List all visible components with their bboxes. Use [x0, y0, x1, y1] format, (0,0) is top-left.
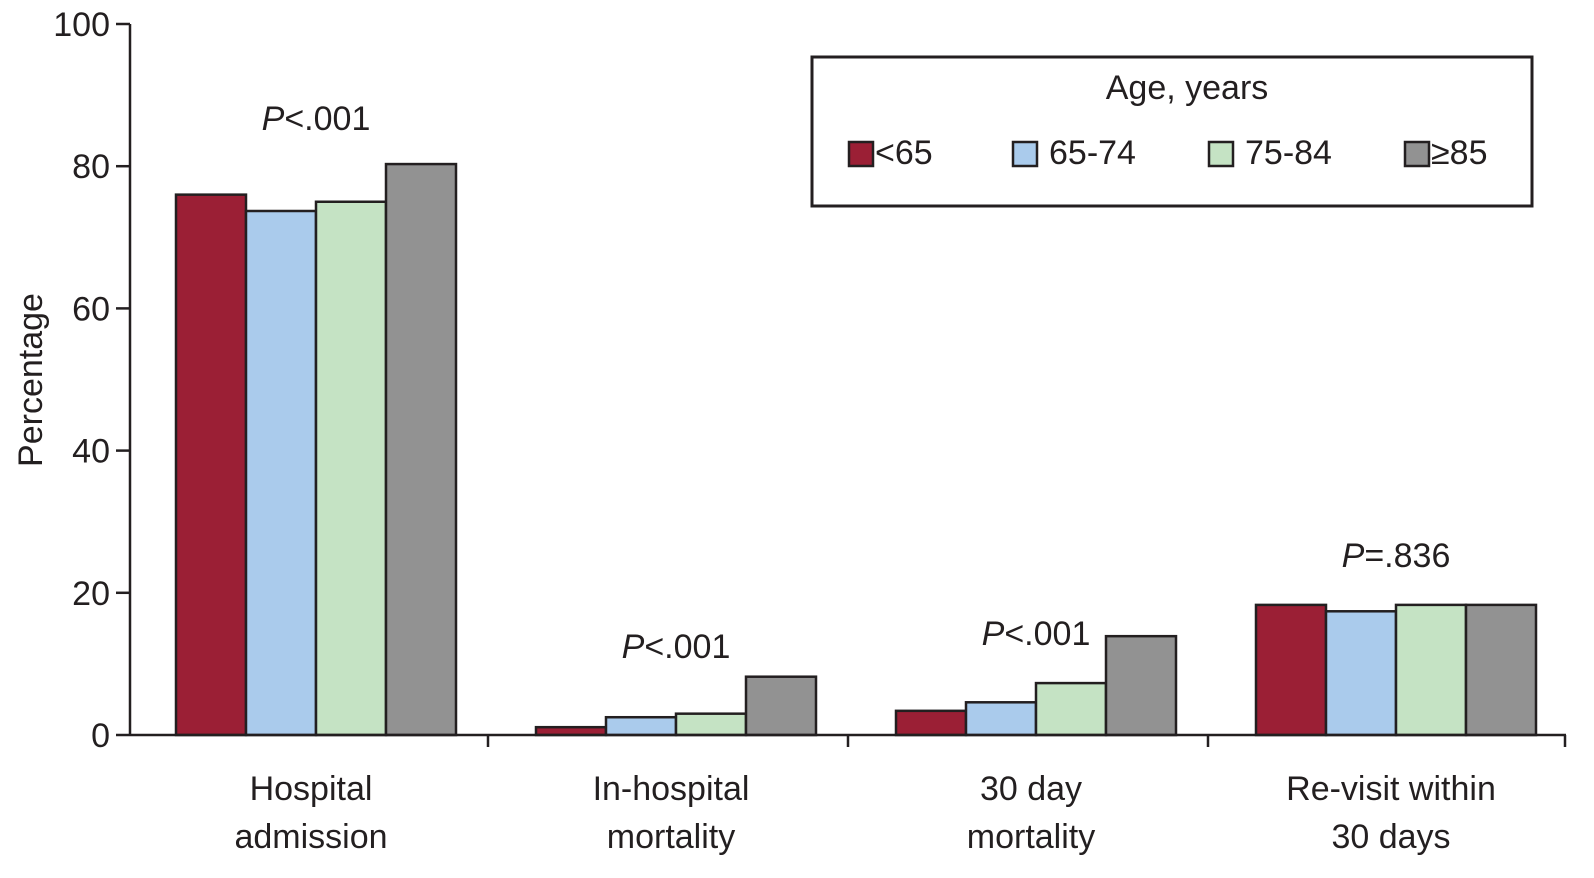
legend-label: 75-84	[1245, 134, 1332, 172]
bar-0-1	[244, 209, 318, 737]
x-category-label: In-hospital	[593, 770, 750, 808]
x-category-label: 30 day	[980, 770, 1082, 808]
legend-label: 65-74	[1049, 134, 1136, 172]
y-tick-label: 20	[72, 575, 110, 613]
legend: Age, years <65 65-74 75-84 ≥85	[810, 55, 1534, 208]
bar-2-1	[964, 701, 1038, 737]
bar-3-3	[1464, 603, 1538, 737]
legend-swatch	[847, 140, 875, 168]
bar-1-3	[744, 675, 818, 737]
p-value-annotation: P<.001	[262, 100, 371, 138]
legend-label: ≥85	[1431, 134, 1487, 172]
bar-2-3	[1104, 634, 1178, 737]
p-value: <.001	[284, 100, 370, 138]
p-value: =.836	[1364, 537, 1450, 575]
legend-swatch	[1011, 140, 1039, 168]
p-symbol: P	[1342, 537, 1365, 575]
p-symbol: P	[262, 100, 285, 138]
legend-title: Age, years	[1106, 69, 1269, 107]
bar-0-0	[174, 193, 248, 737]
p-value: <.001	[1004, 615, 1090, 653]
y-tick-label: 80	[72, 148, 110, 186]
x-category-label: mortality	[607, 818, 735, 856]
bar-3-1	[1324, 610, 1398, 737]
bar-3-2	[1394, 603, 1468, 737]
legend-label: <65	[875, 134, 933, 172]
p-value-annotation: P=.836	[1342, 537, 1451, 575]
bar-0-3	[384, 162, 458, 737]
bar-0-2	[314, 200, 388, 737]
y-tick-label: 40	[72, 433, 110, 471]
x-category-label: mortality	[967, 818, 1095, 856]
y-tick-label: 0	[91, 717, 110, 755]
x-category-label: admission	[234, 818, 387, 856]
p-value: <.001	[644, 628, 730, 666]
p-value-annotation: P<.001	[982, 615, 1091, 653]
y-axis-label: Percentage	[12, 293, 50, 467]
bar-2-0	[894, 709, 968, 737]
y-tick-label: 100	[53, 6, 110, 44]
p-symbol: P	[982, 615, 1005, 653]
p-symbol: P	[622, 628, 645, 666]
bar-2-2	[1034, 681, 1108, 737]
y-tick-label: 60	[72, 290, 110, 328]
bar-1-2	[674, 712, 748, 737]
x-category-label: Hospital	[250, 770, 373, 808]
bar-3-0	[1254, 603, 1328, 737]
x-category-label: 30 days	[1331, 818, 1450, 856]
legend-swatch	[1207, 140, 1235, 168]
bar-1-1	[604, 715, 678, 737]
legend-swatch	[1403, 140, 1431, 168]
p-value-annotation: P<.001	[622, 628, 731, 666]
x-category-label: Re-visit within	[1286, 770, 1496, 808]
